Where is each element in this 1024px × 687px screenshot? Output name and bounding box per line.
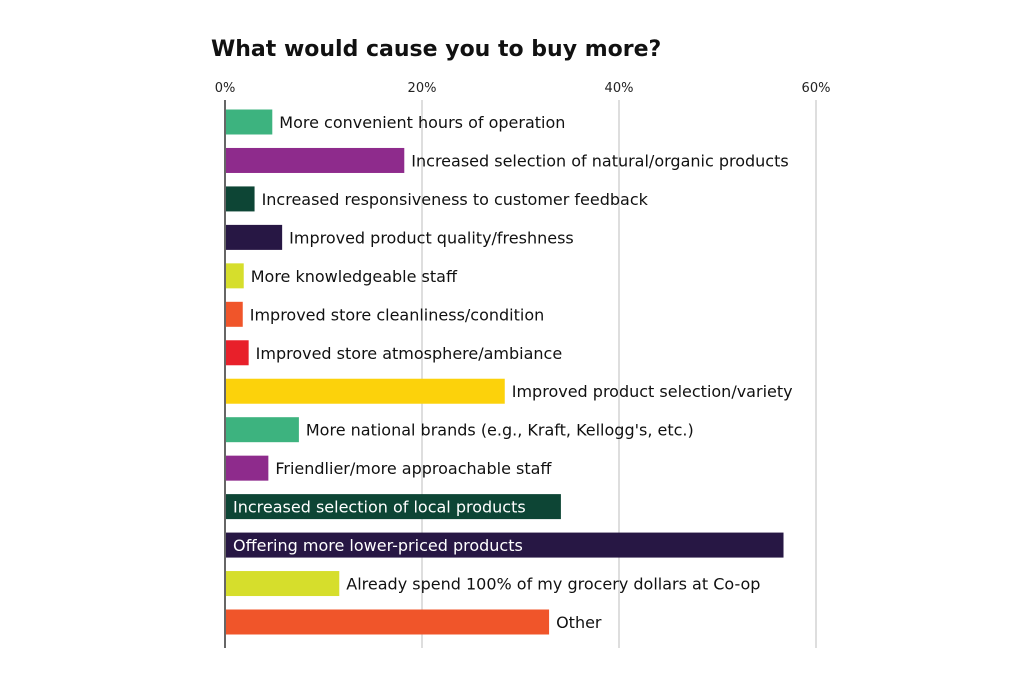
bar-label: Increased selection of local products <box>233 498 526 517</box>
bar-label: Increased responsiveness to customer fee… <box>262 190 649 209</box>
x-tick-label: 0% <box>215 81 236 96</box>
bar <box>226 340 249 366</box>
bar-label: More national brands (e.g., Kraft, Kello… <box>306 421 694 440</box>
bar-label: More knowledgeable staff <box>251 267 458 286</box>
bar <box>226 224 283 250</box>
bar-label: Improved store atmosphere/ambiance <box>256 344 563 363</box>
x-tick-label: 60% <box>802 81 831 96</box>
bar-label: Friendlier/more approachable staff <box>275 459 552 478</box>
bar-label: More convenient hours of operation <box>279 113 565 132</box>
bar-label: Increased selection of natural/organic p… <box>411 151 788 170</box>
bar <box>226 147 405 173</box>
bar-label: Improved store cleanliness/condition <box>250 305 545 324</box>
bar-label: Offering more lower-priced products <box>233 536 523 555</box>
bar <box>226 263 244 289</box>
chart-title: What would cause you to buy more? <box>211 37 661 62</box>
bar <box>226 186 255 212</box>
bar <box>226 378 505 404</box>
bar <box>226 109 273 135</box>
bar <box>226 532 784 558</box>
x-tick-label: 40% <box>605 81 634 96</box>
bar <box>226 417 299 443</box>
bar <box>226 455 269 481</box>
bar <box>226 609 550 635</box>
bar-label: Other <box>556 613 602 632</box>
bar-label: Improved product quality/freshness <box>289 228 574 247</box>
bar-label: Improved product selection/variety <box>512 382 793 401</box>
x-tick-label: 20% <box>408 81 437 96</box>
bar <box>226 571 340 597</box>
bar <box>226 494 561 520</box>
bar <box>226 301 243 327</box>
bar-label: Already spend 100% of my grocery dollars… <box>346 575 760 594</box>
